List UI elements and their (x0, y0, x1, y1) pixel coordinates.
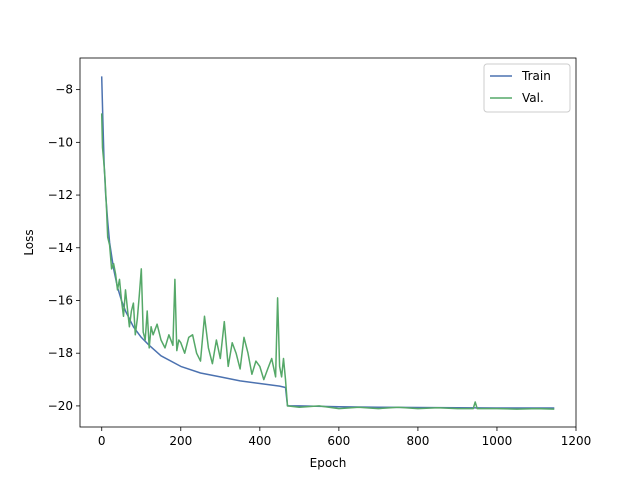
x-tick-label: 400 (248, 434, 271, 448)
x-tick-label: 200 (169, 434, 192, 448)
plot-frame (79, 57, 577, 428)
plot-lines (100, 76, 555, 410)
x-tick-label: 1200 (561, 434, 592, 448)
y-tick-label: −18 (48, 346, 73, 360)
y-axis-label: Loss (22, 229, 36, 255)
x-tick-label: 600 (327, 434, 350, 448)
x-tick-label: 800 (406, 434, 429, 448)
x-tick-label: 1000 (482, 434, 513, 448)
y-tick-label: −10 (48, 135, 73, 149)
y-tick-label: −8 (55, 83, 73, 97)
x-axis-ticks: 0 200 400 600 800 1000 1200 (98, 427, 591, 448)
legend-label-train: Train (521, 69, 551, 83)
series-line-train (100, 76, 555, 409)
y-tick-label: −20 (48, 399, 73, 413)
legend: Train Val. (483, 63, 571, 113)
y-axis-ticks: −8 −10 −12 −14 −16 −18 −20 (48, 83, 80, 413)
series-line-val (100, 113, 555, 410)
y-tick-label: −14 (48, 241, 73, 255)
x-axis-label: Epoch (310, 456, 347, 470)
y-tick-label: −12 (48, 188, 73, 202)
x-tick-label: 0 (98, 434, 106, 448)
legend-label-val: Val. (522, 91, 544, 105)
y-tick-label: −16 (48, 293, 73, 307)
